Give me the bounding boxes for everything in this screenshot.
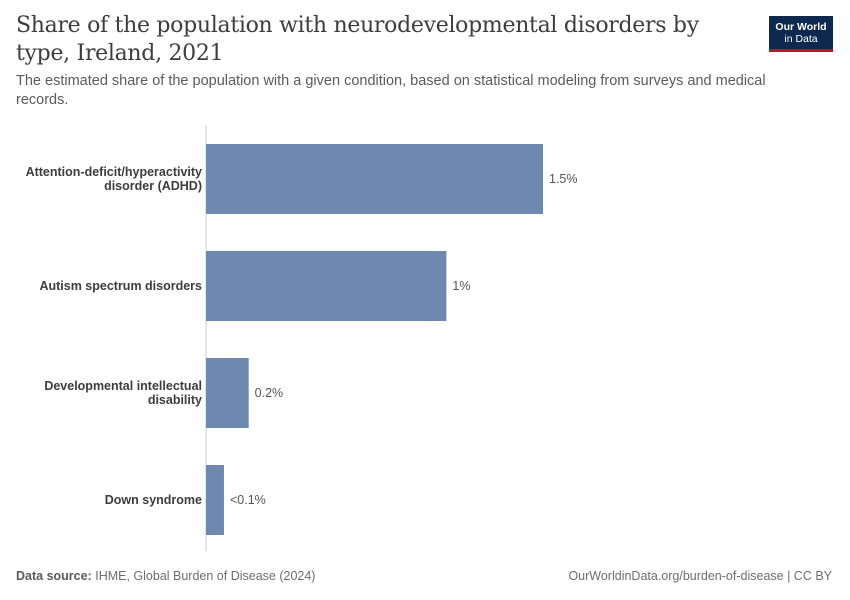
chart-subtitle: The estimated share of the population wi…	[16, 73, 766, 108]
category-label-0: Attention-deficit/hyperactivity disorder …	[26, 165, 202, 193]
category-label-1: Autism spectrum disorders	[39, 279, 202, 293]
logo-line-2: in Data	[784, 32, 818, 45]
value-label-1: 1%	[452, 279, 470, 293]
owid-logo[interactable]: Our World in Data	[769, 16, 833, 52]
value-label-3: <0.1%	[230, 493, 266, 507]
logo-line-1: Our World	[775, 20, 827, 33]
category-label-2: Developmental intellectual disability	[44, 379, 202, 407]
bar-0[interactable]	[206, 144, 543, 214]
category-label-line: Down syndrome	[105, 493, 202, 507]
category-label-line: disorder (ADHD)	[104, 179, 202, 193]
category-label-line: Developmental intellectual	[44, 379, 202, 393]
source-url[interactable]: OurWorldinData.org/burden-of-disease | C…	[568, 569, 832, 583]
category-label-line: Attention-deficit/hyperactivity	[26, 165, 202, 179]
chart-title: Share of the population with neurodevelo…	[16, 13, 699, 66]
bar-2[interactable]	[206, 358, 249, 428]
category-label-3: Down syndrome	[105, 493, 202, 507]
data-source: Data source: IHME, Global Burden of Dise…	[16, 569, 315, 583]
value-label-2: 0.2%	[255, 386, 283, 400]
value-label-0: 1.5%	[549, 172, 578, 186]
data-source-text[interactable]: IHME, Global Burden of Disease (2024)	[95, 569, 316, 583]
bar-1[interactable]	[206, 251, 447, 321]
category-label-line: disability	[148, 393, 202, 407]
data-source-label: Data source:	[16, 569, 92, 583]
category-label-line: Autism spectrum disorders	[39, 279, 202, 293]
bar-3[interactable]	[206, 465, 224, 535]
